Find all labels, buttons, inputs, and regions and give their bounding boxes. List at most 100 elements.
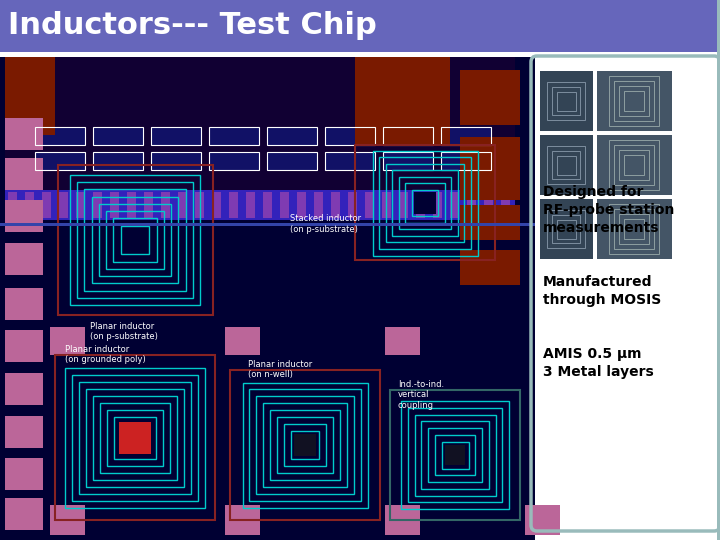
Bar [460,137,520,185]
Bar [93,396,177,480]
Bar [467,192,476,218]
Text: Stacked inductor
(on p-substrate): Stacked inductor (on p-substrate) [290,214,361,234]
Bar [297,192,306,218]
Bar [624,155,644,175]
Bar [325,127,375,145]
Bar [5,57,55,135]
Bar [547,210,585,248]
Bar [5,243,43,275]
Bar [35,152,85,170]
Bar [435,435,475,475]
Bar [383,127,433,145]
Bar [0,52,720,57]
Bar [414,192,436,214]
Bar [113,218,157,262]
Bar [597,71,672,131]
Bar [399,177,451,230]
Bar [383,152,433,170]
Bar [35,127,85,145]
Bar [441,127,491,145]
Bar [386,164,464,242]
Bar [161,192,170,218]
Bar [597,199,672,259]
Bar [0,0,720,52]
Bar [314,192,323,218]
Bar [93,152,143,170]
Bar [525,505,560,535]
Bar [552,215,580,243]
Bar [5,158,43,190]
Bar [8,192,17,218]
Bar [619,214,649,244]
Bar [433,192,442,218]
Bar [209,127,259,145]
Bar [99,204,171,276]
Bar [614,81,654,121]
Bar [144,192,153,218]
Bar [5,330,43,362]
Bar [609,204,659,254]
Bar [540,135,593,195]
Text: Manufactured
through MOSIS: Manufactured through MOSIS [543,275,661,307]
Bar [383,152,433,170]
Bar [365,192,374,218]
Bar [35,127,85,145]
Bar [209,152,259,170]
Bar [557,156,575,174]
Bar [225,505,260,535]
Bar [119,422,151,454]
Bar [263,192,272,218]
Text: AMIS 0.5 μm
3 Metal layers: AMIS 0.5 μm 3 Metal layers [543,347,654,379]
Bar [415,415,495,496]
Bar [441,152,491,170]
Bar [77,182,193,298]
Bar [382,192,391,218]
Bar [552,87,580,115]
Bar [151,152,201,170]
Bar [552,151,580,179]
Bar [267,152,317,170]
Bar [450,192,459,218]
Bar [624,219,644,239]
Bar [267,127,317,145]
Bar [5,190,515,220]
Bar [277,417,333,473]
Bar [557,91,575,111]
Bar [392,170,458,236]
Bar [609,76,659,126]
Bar [267,152,317,170]
Bar [209,152,259,170]
Bar [557,219,575,239]
Bar [225,327,260,355]
Bar [383,127,433,145]
Bar [416,192,425,218]
Bar [355,57,450,145]
Bar [209,127,259,145]
Bar [86,389,184,487]
Bar [5,458,43,490]
Bar [5,200,43,232]
Bar [65,368,205,508]
Text: Designed for
RF-probe station
measurements: Designed for RF-probe station measuremen… [543,185,675,235]
Bar [50,505,85,535]
Bar [421,421,489,489]
Text: Planar inductor
(on n-well): Planar inductor (on n-well) [248,360,312,380]
Bar [230,370,380,520]
Bar [428,428,482,482]
Bar [93,152,143,170]
Bar [5,118,43,150]
Bar [270,410,340,480]
Bar [42,192,51,218]
Bar [93,127,143,145]
Bar [5,416,43,448]
Bar [372,151,477,255]
Bar [401,401,509,509]
Bar [107,410,163,466]
Bar [106,211,164,269]
Bar [441,442,469,469]
Bar [79,382,191,494]
Bar [535,57,720,540]
Bar [123,228,147,252]
Bar [91,197,179,284]
Bar [280,192,289,218]
